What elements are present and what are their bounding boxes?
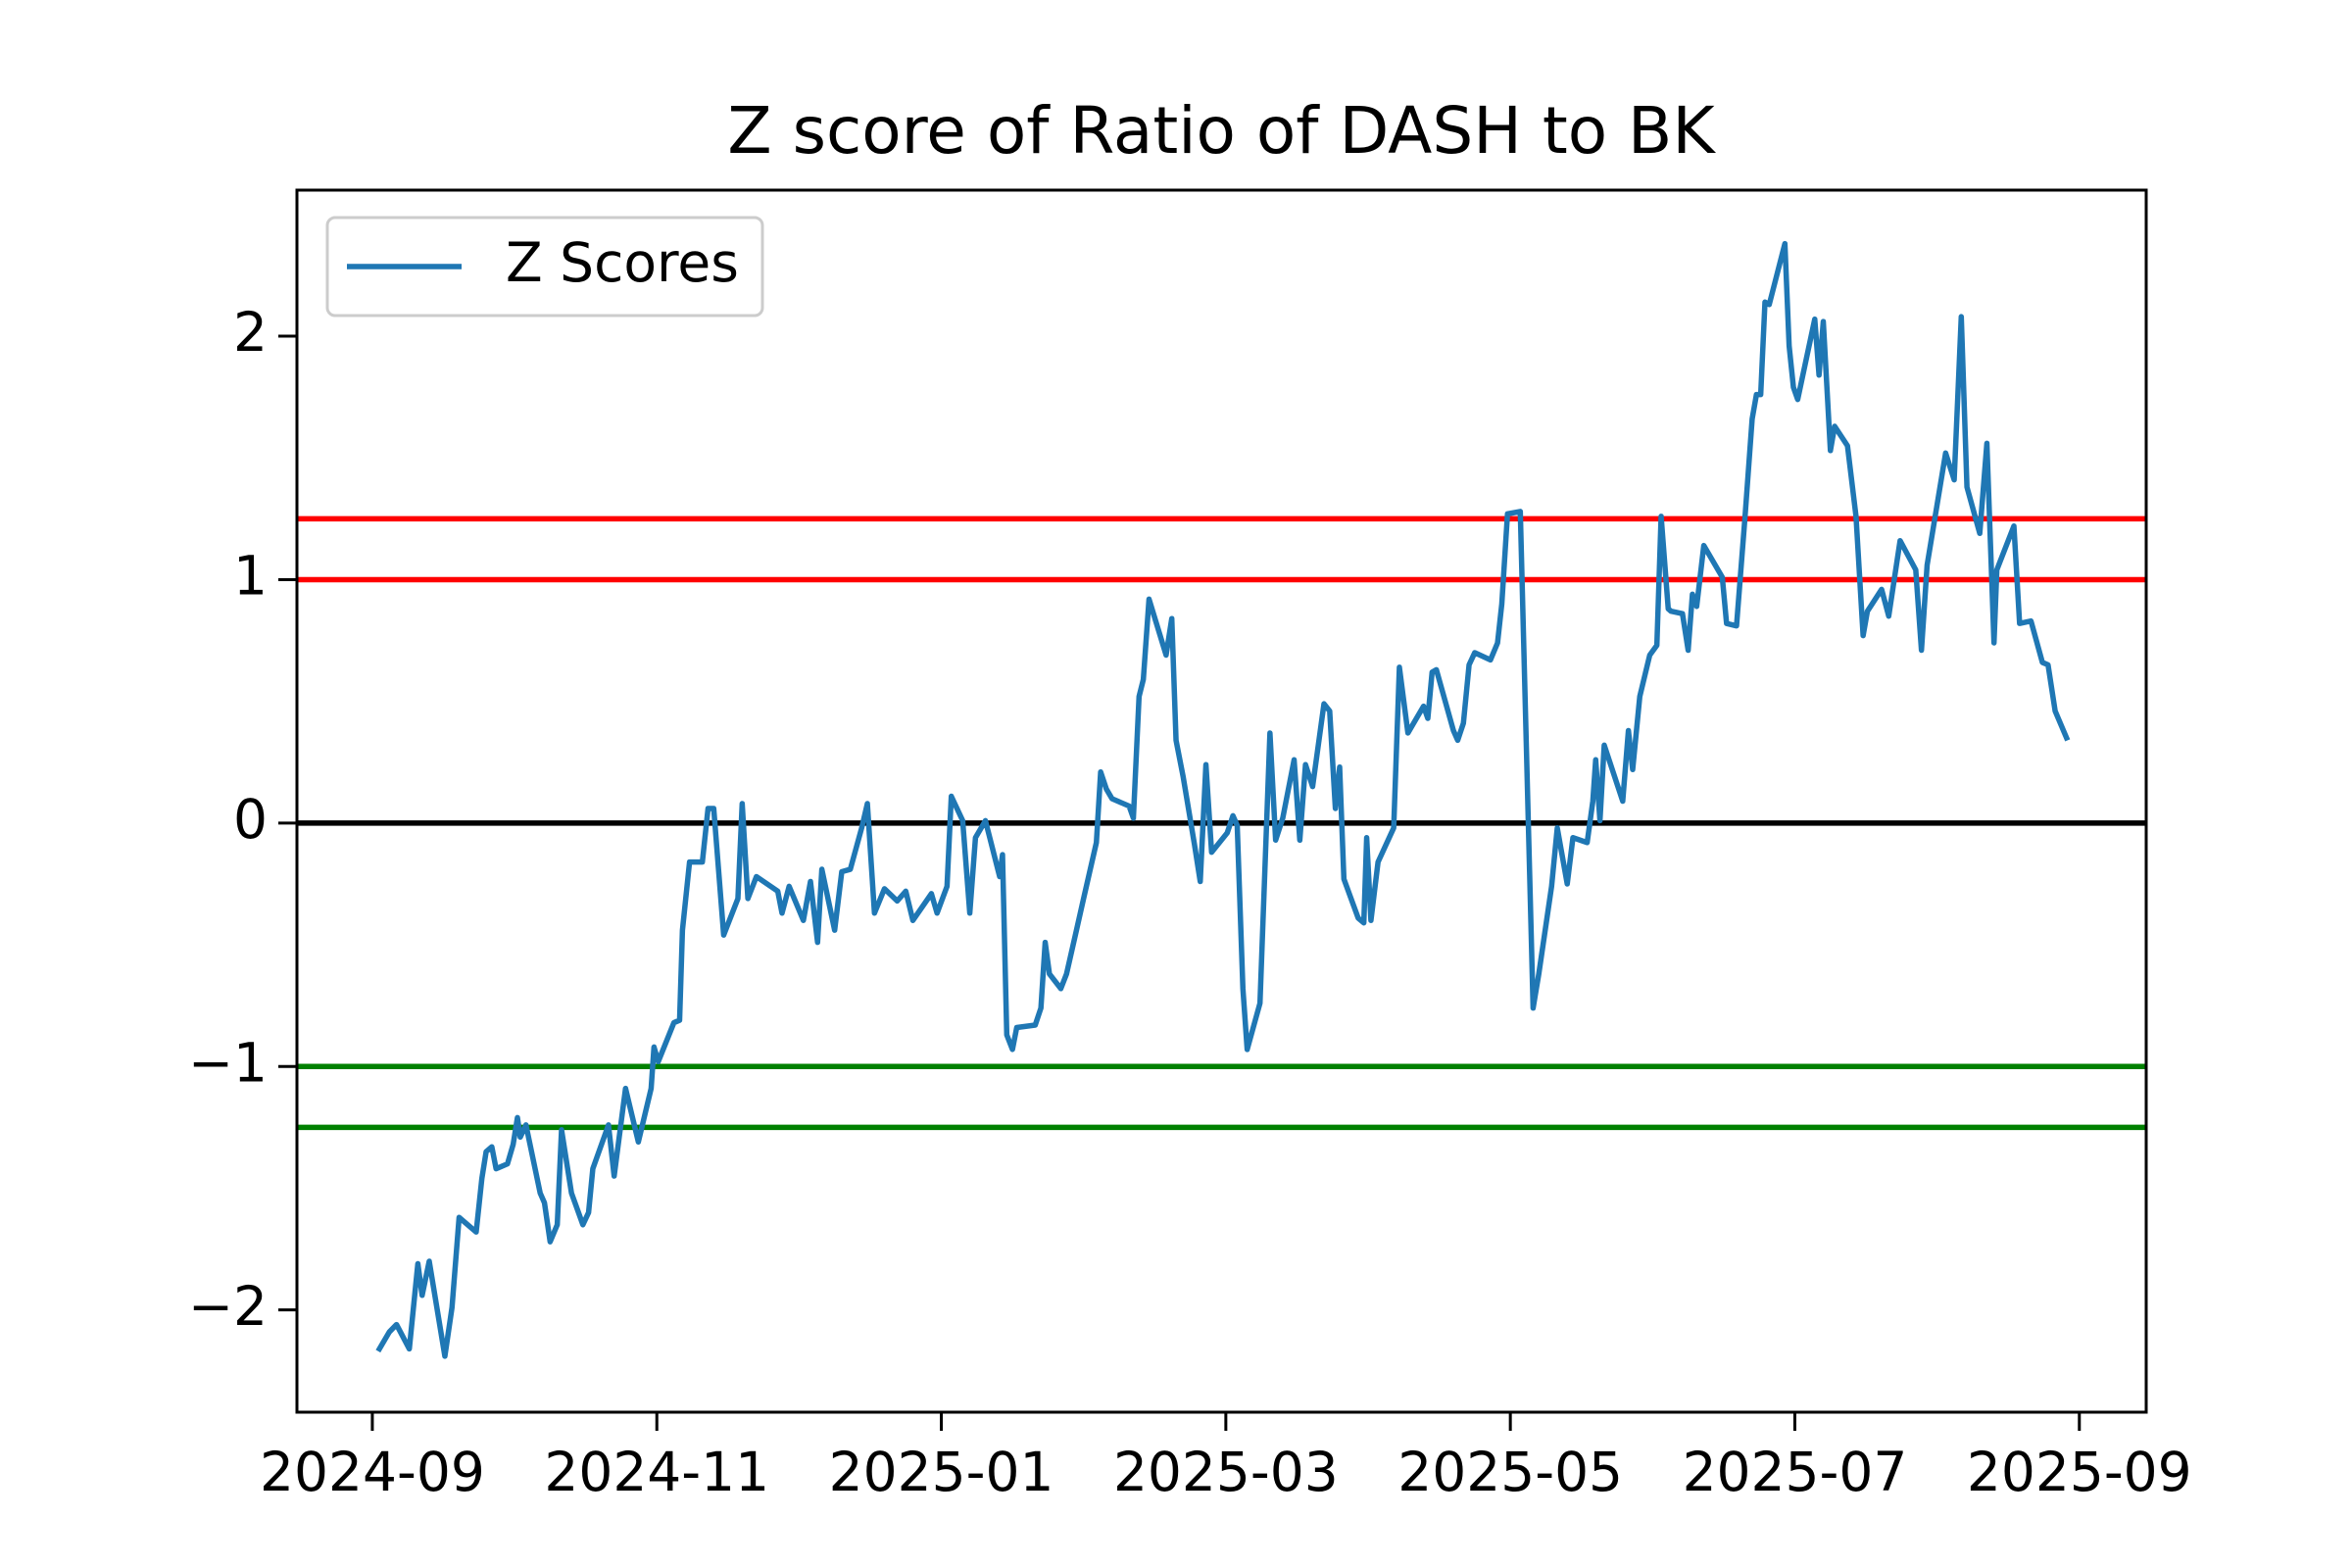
x-tick-label: 2025-05 [1397,1441,1623,1503]
x-tick-label: 2025-01 [829,1441,1054,1503]
y-tick-label: 2 [233,301,268,364]
x-tick-label: 2024-11 [544,1441,769,1503]
legend-label: Z Scores [506,231,739,294]
x-tick-label: 2024-09 [260,1441,485,1503]
y-tick-label: 0 [233,788,268,851]
legend-box [325,216,764,318]
data-line [375,240,2071,1359]
x-tick-label: 2025-09 [1967,1441,2192,1503]
x-tick-label: 2025-07 [1683,1441,1908,1503]
y-tick-label: −1 [188,1031,268,1094]
x-tick-label: 2025-03 [1113,1441,1339,1503]
y-tick-label: −2 [188,1275,268,1338]
y-tick-label: 1 [233,545,268,608]
chart-title: Z score of Ratio of DASH to BK [727,93,1716,169]
plot-frame [295,188,2148,1414]
